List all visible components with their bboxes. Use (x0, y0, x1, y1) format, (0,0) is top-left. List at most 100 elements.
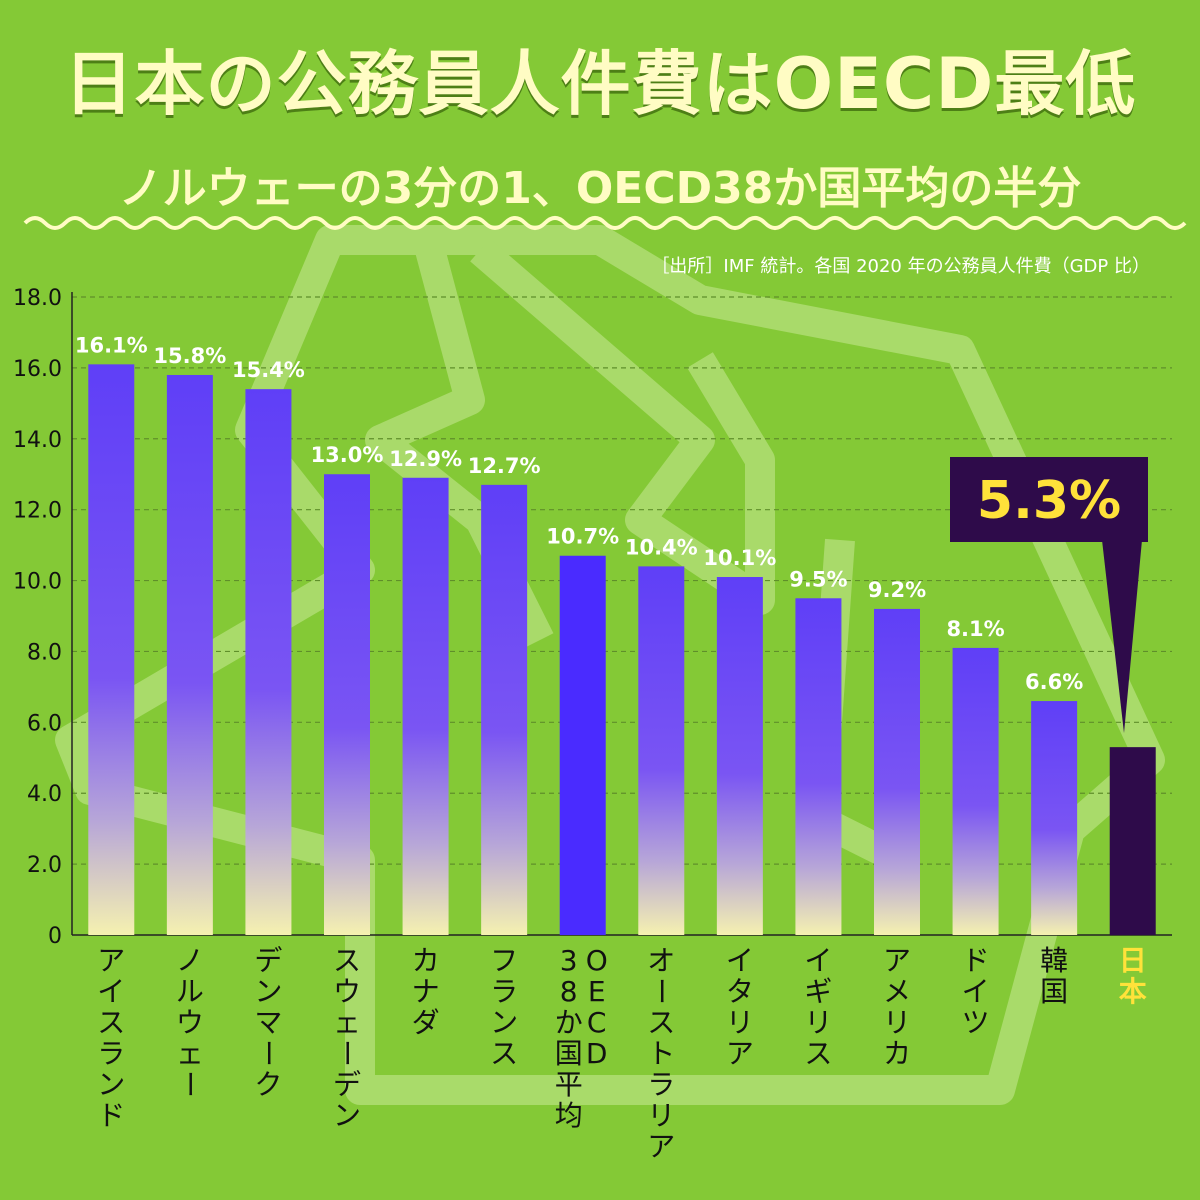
x-tick-label-char: ー (251, 1039, 284, 1067)
x-tick-label-char: 平 (555, 1068, 583, 1101)
x-tick-label-char: 均 (555, 1099, 583, 1132)
x-tick-label-char: デ (254, 944, 282, 977)
bar-value-label: 10.7% (546, 525, 619, 549)
x-tick-label-char: ン (97, 1068, 125, 1101)
bar-value-label: 15.4% (232, 358, 305, 382)
bar-value-label: 9.5% (789, 567, 847, 591)
x-tick-label-char: ェ (176, 1037, 204, 1070)
y-tick-label: 18.0 (13, 286, 62, 311)
x-tick-label-char: ー (644, 977, 677, 1005)
x-tick-label-char: ア (97, 944, 125, 977)
x-tick-label-char: マ (254, 1006, 282, 1039)
bar-value-label: 10.4% (625, 535, 698, 559)
x-tick-label-char: カ (412, 944, 440, 977)
x-tick-label-char: ン (333, 1099, 361, 1132)
chart-subtitle: ノルウェーの3分の1、OECD38か国平均の半分 (118, 163, 1082, 214)
x-tick-label-char: 国 (555, 1037, 583, 1070)
x-tick-label-char: リ (804, 1006, 832, 1039)
x-tick-label-char: オ (647, 944, 675, 977)
y-tick-label: 2.0 (27, 853, 62, 878)
x-tick-label-char: ェ (333, 1006, 361, 1039)
bar (795, 598, 842, 935)
bar-value-label: 6.6% (1025, 670, 1083, 694)
bar-value-label: 8.1% (946, 617, 1004, 641)
x-tick-label-char: ギ (804, 975, 832, 1008)
y-tick-label: 6.0 (27, 711, 62, 736)
y-tick-label: 16.0 (13, 357, 62, 382)
callout-box (950, 457, 1148, 542)
x-tick-label-char: ラ (647, 1068, 675, 1101)
x-tick-label-char: 日 (1119, 944, 1147, 977)
wavy-divider (23, 216, 1187, 230)
y-tick-label: 8.0 (27, 640, 62, 665)
x-tick-label-char: ノ (176, 944, 204, 977)
x-tick-label-char: ウ (176, 1006, 204, 1039)
bar-value-label: 13.0% (311, 443, 384, 467)
x-tick-label-char: O (586, 944, 608, 977)
x-tick-label-char: ラ (490, 975, 518, 1008)
x-tick-label-char: リ (647, 1099, 675, 1132)
bar (166, 374, 213, 935)
x-tick-label-char: ラ (97, 1037, 125, 1070)
x-tick-label-char: ー (173, 1070, 206, 1098)
bar-value-label: 9.2% (868, 578, 926, 602)
x-tick-label-char: ダ (412, 1006, 440, 1039)
bar (559, 555, 606, 935)
bar-value-label: 16.1% (75, 333, 148, 357)
x-tick-label-char: 本 (1119, 975, 1147, 1008)
bar (88, 364, 135, 935)
y-tick-label: 4.0 (27, 782, 62, 807)
x-tick-label-char: ー (330, 1039, 363, 1067)
x-tick-label-char: ン (254, 975, 282, 1008)
x-tick-label-char: E (588, 975, 606, 1008)
x-tick-label-char: ド (962, 944, 990, 977)
bar (1109, 747, 1156, 935)
x-tick-label-char: 3 (560, 944, 578, 977)
x-tick-label-char: ス (647, 1006, 675, 1039)
x-tick-label-char: カ (883, 1037, 911, 1070)
x-tick-label-char: イ (962, 975, 990, 1008)
x-tick-label-char: ス (490, 1037, 518, 1070)
x-tick-label-char: 8 (560, 975, 578, 1008)
bar (638, 566, 685, 935)
x-tick-label-char: 韓 (1040, 944, 1068, 977)
x-tick-label-char: ア (726, 1037, 754, 1070)
bar (402, 477, 449, 935)
x-tick-label-char: フ (490, 944, 518, 977)
x-tick-label-char: イ (804, 944, 832, 977)
chart-title: 日本の公務員人件費はOECD最低 (63, 43, 1137, 125)
x-tick-label-char: タ (726, 975, 754, 1008)
bar (481, 484, 528, 935)
bar (1031, 701, 1078, 935)
bar (245, 389, 292, 936)
x-tick-label-char: リ (726, 1006, 754, 1039)
bar (874, 608, 920, 935)
bar-value-label: 12.7% (468, 454, 541, 478)
x-tick-label-char: ド (97, 1099, 125, 1132)
bar (716, 577, 763, 935)
x-tick-label-char: ル (176, 975, 204, 1008)
y-tick-label: 14.0 (13, 428, 62, 453)
bar-value-label: 10.1% (703, 546, 776, 570)
callout-value: 5.3% (977, 471, 1121, 531)
x-tick-label-char: C (587, 1006, 607, 1039)
bar (324, 474, 370, 935)
y-tick-label: 10.0 (13, 570, 62, 595)
x-tick-label-char: ア (647, 1130, 675, 1163)
x-tick-label-char: リ (883, 1006, 911, 1039)
x-tick-label-char: ク (254, 1068, 282, 1101)
x-tick-label-char: ア (883, 944, 911, 977)
bar-value-label: 12.9% (389, 447, 462, 471)
y-tick-label: 12.0 (13, 499, 62, 524)
x-tick-label-char: ス (97, 1006, 125, 1039)
x-tick-label-char: ツ (962, 1006, 990, 1039)
x-tick-label-char: ウ (333, 975, 361, 1008)
x-tick-label-char: デ (333, 1068, 361, 1101)
x-tick-label-char: ト (647, 1037, 675, 1070)
x-tick-label-char: メ (883, 975, 911, 1008)
x-tick-label-char: ン (490, 1006, 518, 1039)
x-tick-label-char: D (586, 1037, 608, 1070)
x-tick-label-char: イ (97, 975, 125, 1008)
